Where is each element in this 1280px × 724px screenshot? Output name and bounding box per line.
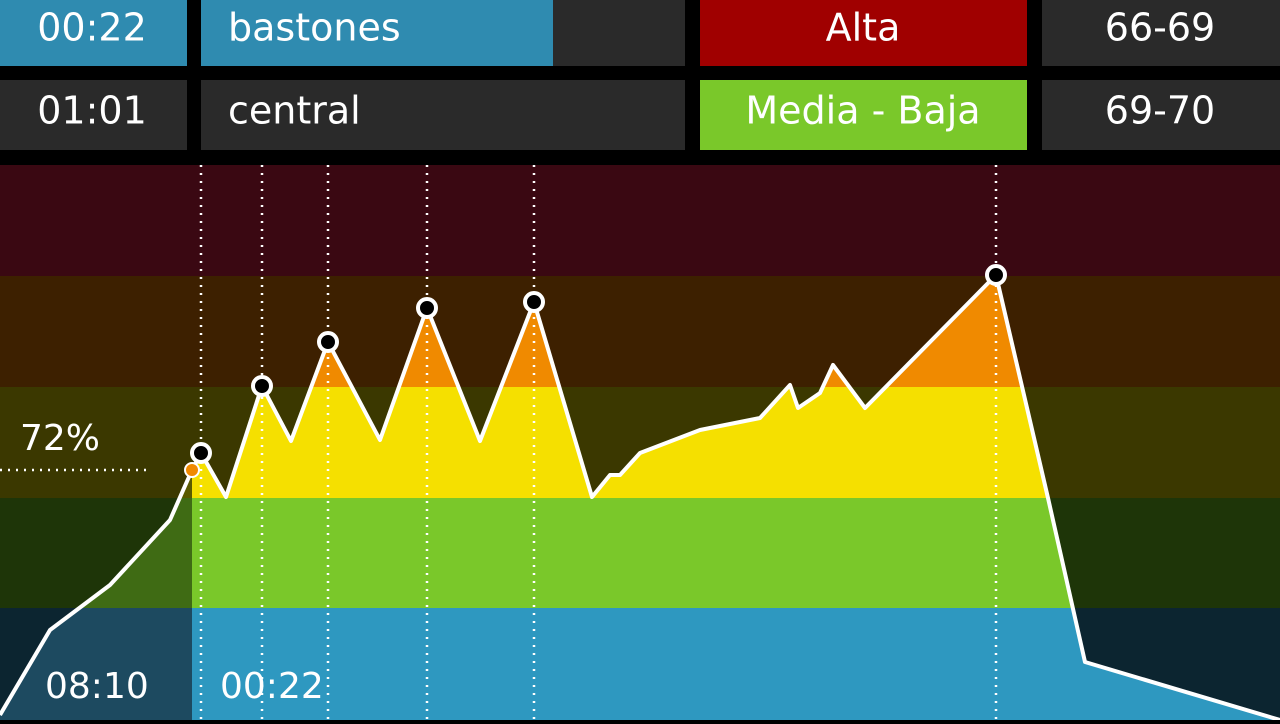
elapsed-time: 08:10 <box>45 666 149 707</box>
cell <box>0 0 187 66</box>
intensity: Alta <box>826 6 901 50</box>
cell <box>201 80 685 150</box>
interval-name: central <box>228 89 361 133</box>
cadence: 66-69 <box>1105 6 1215 50</box>
cell <box>1042 80 1280 150</box>
marker-label: 72% <box>20 418 100 459</box>
progress <box>201 0 553 66</box>
cell <box>1042 0 1280 66</box>
markers-lines <box>0 165 998 720</box>
peak-markers <box>190 264 1007 464</box>
time: 00:22 <box>37 6 147 50</box>
peak-marker <box>251 375 273 397</box>
zone-band <box>0 276 1280 387</box>
interval-name: bastones <box>228 6 401 50</box>
remaining-time: 00:22 <box>220 666 324 707</box>
peak-marker <box>523 291 545 313</box>
zone-band <box>0 165 1280 276</box>
peak-marker <box>985 264 1007 286</box>
peak-marker <box>416 297 438 319</box>
cell <box>0 80 187 150</box>
time: 01:01 <box>37 89 147 133</box>
intensity: Media - Baja <box>745 89 980 133</box>
cell <box>700 0 1027 66</box>
cell <box>700 80 1027 150</box>
peak-marker <box>317 331 339 353</box>
cadence: 69-70 <box>1105 89 1215 133</box>
peak-marker <box>190 442 212 464</box>
position-dot <box>184 462 200 478</box>
